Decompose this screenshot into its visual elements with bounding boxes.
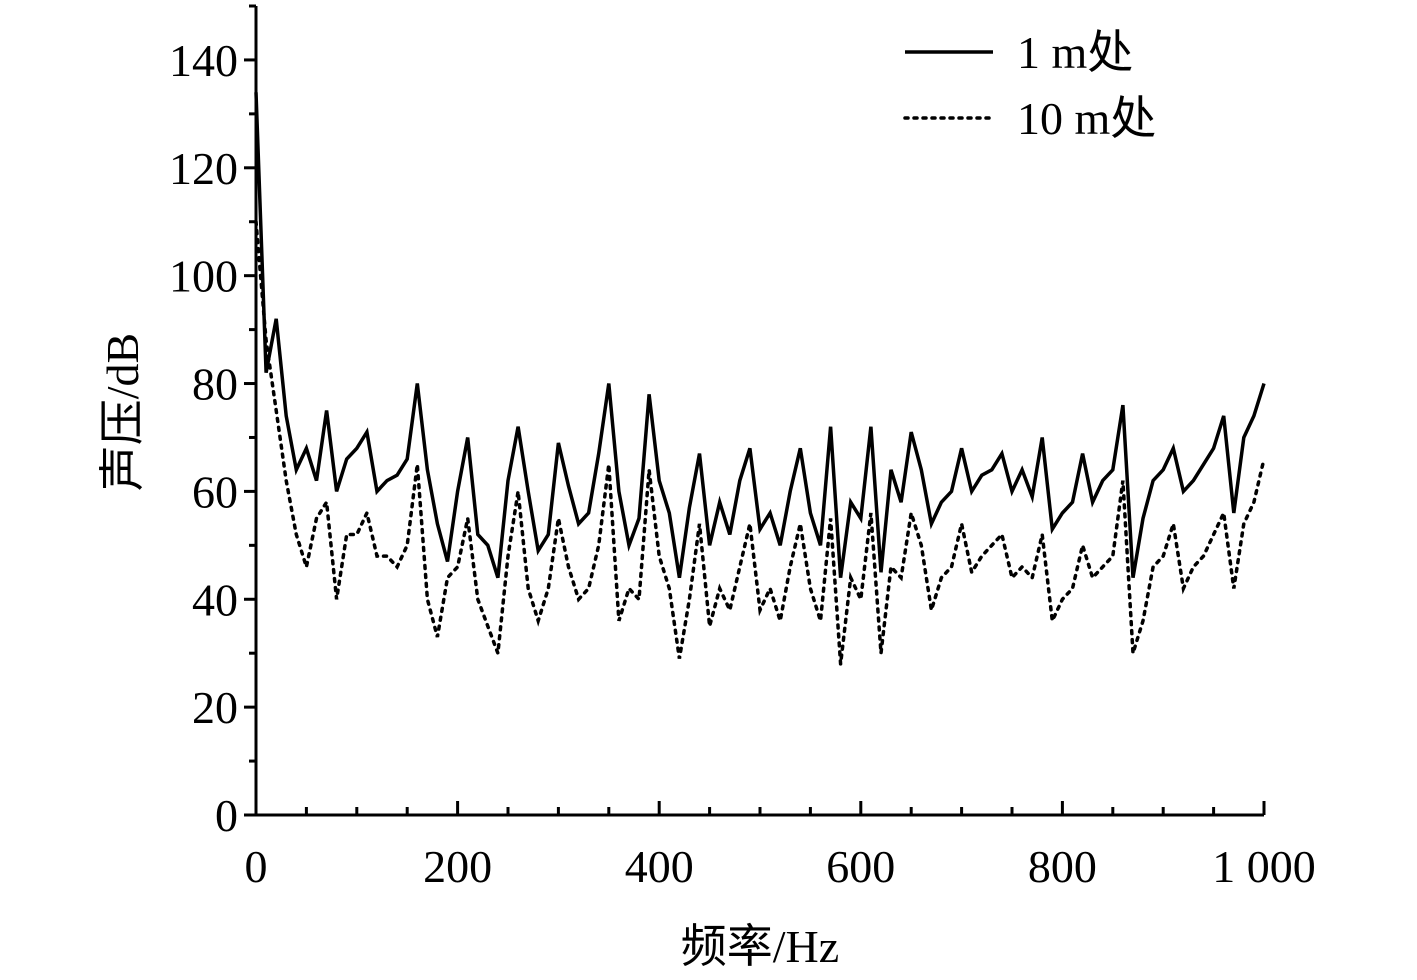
y-tick-label: 120 xyxy=(169,143,238,194)
y-tick-label: 0 xyxy=(215,790,238,841)
y-tick-label: 40 xyxy=(192,574,238,625)
x-tick-label: 400 xyxy=(625,841,694,892)
legend-label: 1 m处 xyxy=(1017,27,1133,78)
x-tick-label: 1 000 xyxy=(1212,841,1316,892)
y-axis-label: 声压/dB xyxy=(97,333,148,491)
series-line xyxy=(254,92,1266,579)
y-tick-label: 60 xyxy=(192,466,238,517)
y-tick-label: 80 xyxy=(192,359,238,410)
y-tick-label: 100 xyxy=(169,251,238,302)
x-tick-label: 800 xyxy=(1028,841,1097,892)
series-line xyxy=(254,219,1266,665)
y-tick-label: 20 xyxy=(192,682,238,733)
legend-label: 10 m处 xyxy=(1017,93,1156,144)
x-tick-label: 200 xyxy=(423,841,492,892)
x-tick-label: 600 xyxy=(826,841,895,892)
y-tick-label: 140 xyxy=(169,35,238,86)
x-axis-label: 频率/Hz xyxy=(681,921,839,972)
x-tick-label: 0 xyxy=(245,841,268,892)
